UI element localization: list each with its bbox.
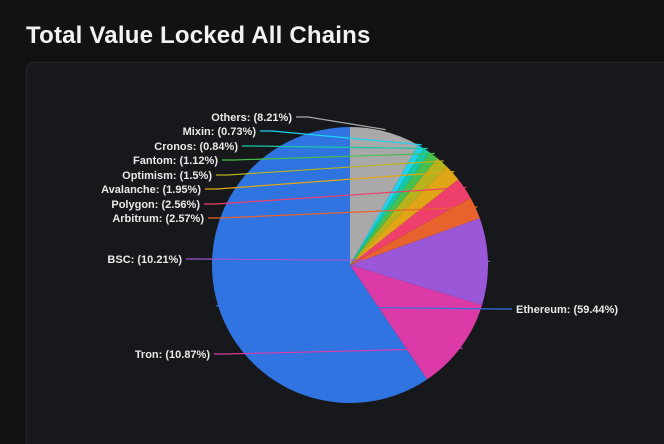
pie-slice-cronos[interactable] <box>350 148 430 265</box>
slice-label-mixin: Mixin: (0.73%) <box>183 126 257 138</box>
slice-label-polygon: Polygon: (2.56%) <box>111 199 200 211</box>
page-title: Total Value Locked All Chains <box>26 22 371 49</box>
pie-slice-bsc[interactable] <box>350 218 488 306</box>
slice-label-fantom: Fantom: (1.12%) <box>133 155 218 167</box>
leader-line-mixin <box>260 130 422 146</box>
leader-line-cronos <box>242 145 428 150</box>
pie-slices <box>212 127 488 404</box>
pie-leader-lines <box>186 116 512 355</box>
leader-line-fantom <box>222 152 435 161</box>
slice-label-bsc: BSC: (10.21%) <box>107 254 182 266</box>
slice-label-arbitrum: Arbitrum: (2.57%) <box>112 213 204 225</box>
pie-slice-avalanche[interactable] <box>350 166 459 265</box>
leader-line-polygon <box>204 186 467 205</box>
slice-label-cronos: Cronos: (0.84%) <box>154 141 238 153</box>
pie-slice-arbitrum[interactable] <box>350 197 480 265</box>
slice-label-ethereum: Ethereum: (59.44%) <box>516 304 618 316</box>
pie-slice-tron[interactable] <box>350 265 483 380</box>
pie-slice-others[interactable] <box>350 127 419 265</box>
leader-line-ethereum <box>216 305 512 310</box>
pie-slice-polygon[interactable] <box>350 179 471 265</box>
pie-slice-ethereum[interactable] <box>212 127 428 404</box>
pie-slice-optimism[interactable] <box>350 158 447 265</box>
slice-label-avalanche: Avalanche: (1.95%) <box>101 184 201 196</box>
leader-line-others <box>296 116 386 131</box>
leader-line-bsc <box>186 258 491 262</box>
slice-label-optimism: Optimism: (1.5%) <box>122 170 212 182</box>
pie-slice-fantom[interactable] <box>350 152 438 265</box>
leader-line-optimism <box>216 160 444 176</box>
leader-line-tron <box>214 347 463 355</box>
slice-label-tron: Tron: (10.87%) <box>135 349 211 361</box>
leader-line-arbitrum <box>208 206 478 219</box>
leader-line-avalanche <box>205 171 455 190</box>
slice-label-others: Others: (8.21%) <box>211 112 292 124</box>
pie-labels: Ethereum: (59.44%) Tron: (10.87%) BSC: (10… <box>101 112 618 361</box>
